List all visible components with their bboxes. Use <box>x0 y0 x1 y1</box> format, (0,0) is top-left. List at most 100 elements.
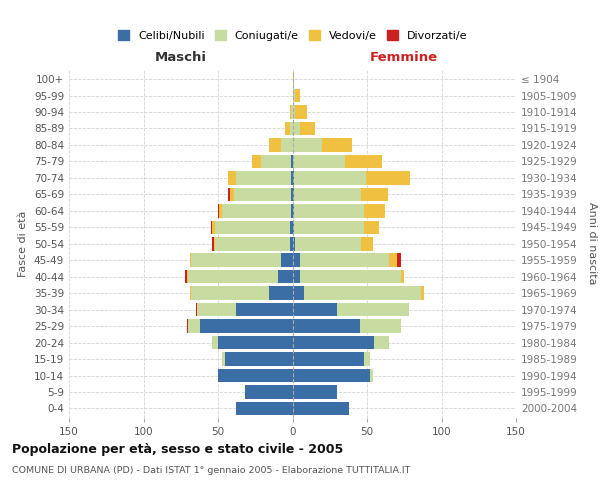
Bar <box>295 89 300 102</box>
Bar <box>294 188 361 201</box>
Bar <box>293 204 294 218</box>
Bar <box>293 105 295 118</box>
Bar <box>215 237 290 250</box>
Bar <box>300 254 389 267</box>
Bar <box>226 352 293 366</box>
Bar <box>218 336 293 349</box>
Bar <box>245 385 293 398</box>
Text: Maschi: Maschi <box>155 51 207 64</box>
Bar <box>291 204 293 218</box>
Bar <box>211 220 212 234</box>
Bar <box>252 154 261 168</box>
Bar <box>293 303 337 316</box>
Legend: Celibi/Nubili, Coniugati/e, Vedovi/e, Divorzati/e: Celibi/Nubili, Coniugati/e, Vedovi/e, Di… <box>118 30 467 41</box>
Bar <box>185 270 187 283</box>
Bar <box>285 122 290 135</box>
Bar <box>236 402 293 415</box>
Bar <box>196 303 197 316</box>
Bar <box>218 204 220 218</box>
Bar <box>401 270 404 283</box>
Bar <box>421 286 424 300</box>
Bar <box>364 352 370 366</box>
Bar <box>235 188 291 201</box>
Bar <box>220 204 223 218</box>
Bar <box>295 105 307 118</box>
Bar <box>236 171 291 184</box>
Bar <box>223 204 291 218</box>
Bar <box>230 188 235 201</box>
Bar <box>322 138 352 151</box>
Bar <box>364 204 385 218</box>
Bar <box>187 320 188 333</box>
Bar <box>278 270 293 283</box>
Bar <box>293 352 364 366</box>
Bar <box>229 171 236 184</box>
Bar <box>190 254 191 267</box>
Bar <box>223 352 226 366</box>
Bar <box>344 154 382 168</box>
Text: Popolazione per età, sesso e stato civile - 2005: Popolazione per età, sesso e stato civil… <box>12 442 343 456</box>
Bar <box>293 254 300 267</box>
Bar <box>361 188 388 201</box>
Bar <box>261 154 291 168</box>
Bar <box>294 220 364 234</box>
Bar <box>293 154 344 168</box>
Bar <box>187 270 188 283</box>
Bar <box>200 320 293 333</box>
Bar <box>293 402 349 415</box>
Bar <box>291 154 293 168</box>
Bar <box>212 237 214 250</box>
Bar <box>295 237 361 250</box>
Bar <box>212 220 215 234</box>
Y-axis label: Fasce di età: Fasce di età <box>19 210 28 277</box>
Bar <box>293 385 337 398</box>
Bar <box>293 320 359 333</box>
Bar <box>304 286 421 300</box>
Bar <box>197 303 236 316</box>
Bar <box>290 237 293 250</box>
Bar <box>188 270 278 283</box>
Bar <box>293 220 294 234</box>
Bar <box>269 286 293 300</box>
Text: Femmine: Femmine <box>370 51 439 64</box>
Bar <box>291 188 293 201</box>
Bar <box>293 89 295 102</box>
Bar <box>191 286 269 300</box>
Bar <box>281 254 293 267</box>
Bar <box>374 336 389 349</box>
Text: COMUNE DI URBANA (PD) - Dati ISTAT 1° gennaio 2005 - Elaborazione TUTTITALIA.IT: COMUNE DI URBANA (PD) - Dati ISTAT 1° ge… <box>12 466 410 475</box>
Bar <box>293 138 322 151</box>
Bar <box>300 122 315 135</box>
Bar <box>218 369 293 382</box>
Bar <box>188 320 200 333</box>
Bar <box>293 369 370 382</box>
Bar <box>291 105 293 118</box>
Bar <box>293 237 295 250</box>
Bar <box>214 237 215 250</box>
Y-axis label: Anni di nascita: Anni di nascita <box>587 202 597 285</box>
Bar <box>293 171 294 184</box>
Bar <box>365 171 410 184</box>
Bar <box>290 122 293 135</box>
Bar <box>269 138 281 151</box>
Bar <box>370 369 373 382</box>
Bar <box>229 188 230 201</box>
Bar <box>293 72 294 86</box>
Bar <box>291 171 293 184</box>
Bar <box>364 220 379 234</box>
Bar <box>337 303 409 316</box>
Bar <box>293 286 304 300</box>
Bar <box>389 254 397 267</box>
Bar <box>293 188 294 201</box>
Bar <box>212 336 218 349</box>
Bar <box>215 220 290 234</box>
Bar <box>190 286 191 300</box>
Bar <box>359 320 401 333</box>
Bar <box>236 303 293 316</box>
Bar <box>294 171 365 184</box>
Bar <box>397 254 401 267</box>
Bar <box>281 138 293 151</box>
Bar <box>293 270 300 283</box>
Bar <box>294 204 364 218</box>
Bar <box>361 237 373 250</box>
